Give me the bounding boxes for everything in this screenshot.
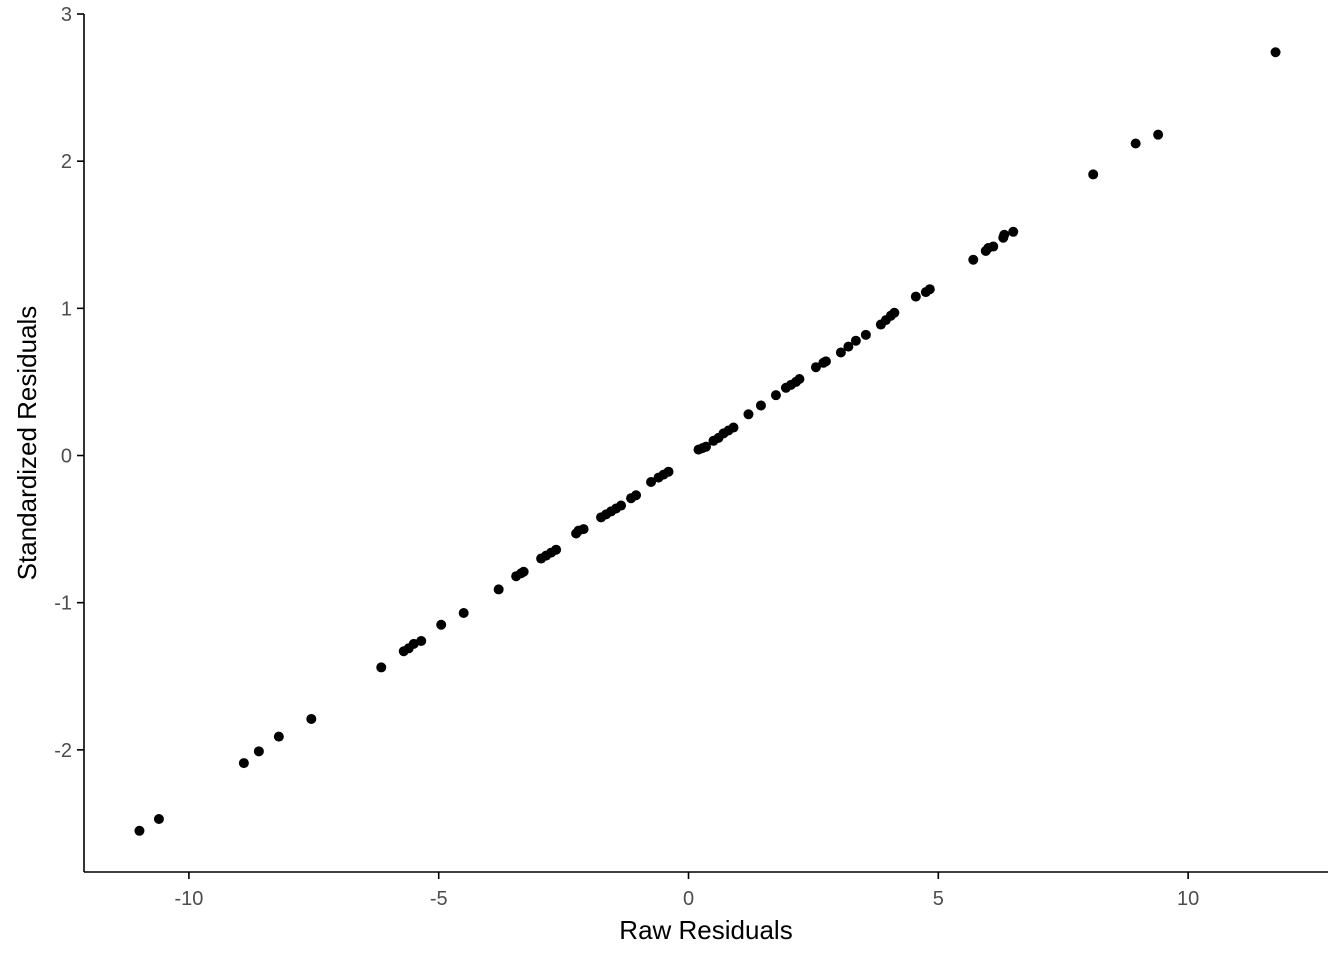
- x-tick-label: -10: [174, 888, 203, 910]
- x-axis-title: Raw Residuals: [619, 915, 792, 945]
- data-point: [551, 544, 562, 555]
- y-tick-label: -1: [54, 593, 72, 615]
- data-point: [493, 584, 504, 595]
- data-point: [988, 241, 999, 252]
- data-point: [850, 335, 861, 346]
- data-point: [1088, 169, 1099, 180]
- data-point: [631, 490, 642, 501]
- x-tick-label: 10: [1177, 888, 1199, 910]
- data-point: [458, 607, 469, 618]
- y-tick-label: 2: [61, 151, 72, 173]
- data-point: [860, 329, 871, 340]
- y-tick-label: -2: [54, 740, 72, 762]
- data-point: [1270, 47, 1281, 58]
- data-point: [810, 362, 821, 373]
- data-point: [1130, 138, 1141, 149]
- data-point: [436, 619, 447, 630]
- data-point: [999, 229, 1010, 240]
- y-tick-label: 0: [61, 446, 72, 468]
- data-point: [134, 825, 145, 836]
- data-point: [238, 758, 249, 769]
- data-point: [794, 373, 805, 384]
- data-point: [924, 284, 935, 295]
- data-point: [578, 524, 589, 535]
- data-point: [376, 662, 387, 673]
- x-tick-label: -5: [430, 888, 448, 910]
- data-point: [408, 638, 419, 649]
- plot-points: [134, 47, 1281, 836]
- data-point: [518, 566, 529, 577]
- x-axis: -10 -5 0 5 10: [84, 871, 1328, 910]
- data-point: [273, 731, 284, 742]
- data-point: [153, 814, 164, 825]
- data-point: [306, 713, 317, 724]
- data-point: [616, 500, 627, 511]
- data-point: [743, 409, 754, 420]
- y-axis-title: Standardized Residuals: [12, 306, 42, 581]
- data-point: [835, 347, 846, 358]
- data-point: [416, 635, 427, 646]
- y-tick-label: 1: [61, 298, 72, 320]
- y-tick-label: 3: [61, 4, 72, 26]
- data-point: [889, 307, 900, 318]
- data-point: [728, 422, 739, 433]
- data-point: [1153, 129, 1164, 140]
- data-point: [820, 356, 831, 367]
- data-point: [770, 390, 781, 401]
- data-point: [755, 400, 766, 411]
- data-point: [968, 254, 979, 265]
- x-tick-label: 0: [683, 888, 694, 910]
- data-point: [646, 477, 657, 487]
- data-point: [910, 291, 921, 302]
- data-point: [1008, 226, 1019, 237]
- data-point: [253, 746, 264, 757]
- data-point: [701, 441, 711, 452]
- data-point: [663, 466, 674, 477]
- y-axis: -2 -1 0 1 2 3: [54, 4, 85, 872]
- data-point: [843, 341, 854, 352]
- x-tick-label: 5: [933, 888, 944, 910]
